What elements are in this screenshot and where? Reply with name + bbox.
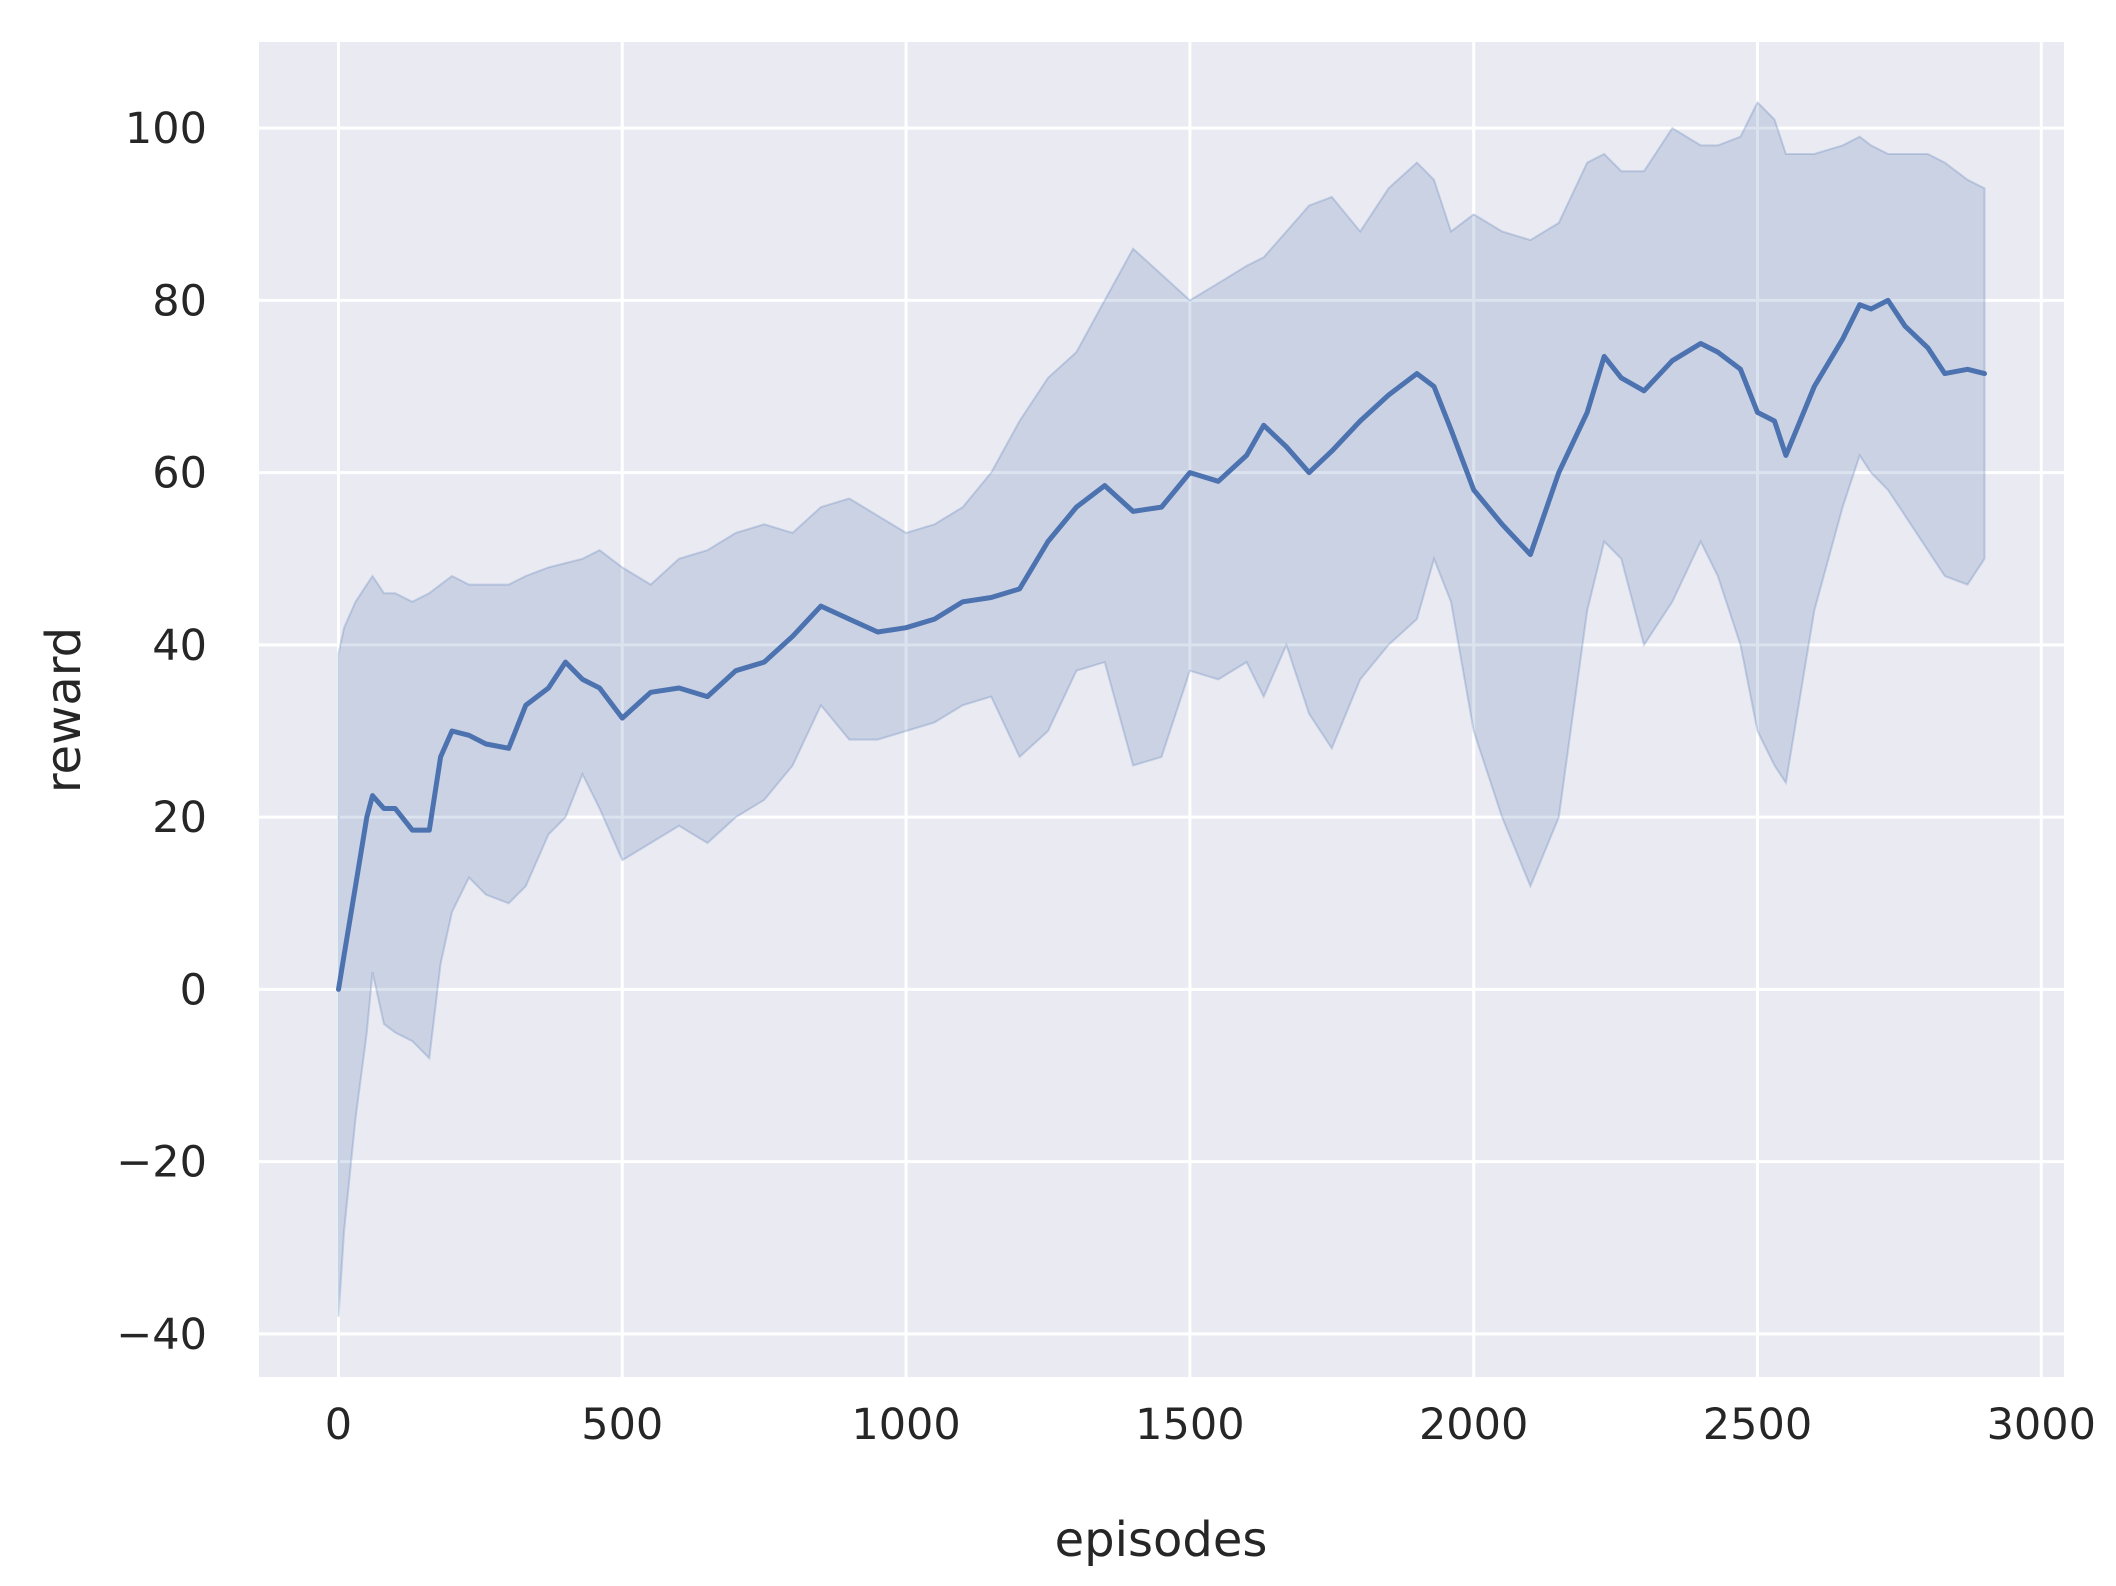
y-tick-label: −20 [116,1138,207,1188]
mean-reward-line [336,297,1987,992]
x-axis-label: episodes [1055,1512,1268,1568]
series-layer [336,100,1987,1317]
y-tick-label: −40 [116,1310,207,1360]
confidence-band [337,100,1986,1317]
tick-labels: 0 500 1000 1500 2000 2500 3000 −40 −20 0 20 40 60 80 1… [116,104,2096,1450]
y-tick-label: 0 [180,965,207,1015]
x-tick-label: 1000 [851,1400,960,1450]
y-tick-label: 80 [152,276,207,326]
x-tick-label: 0 [325,1400,352,1450]
y-tick-label: 40 [152,621,207,671]
x-tick-label: 2000 [1419,1400,1528,1450]
x-tick-label: 3000 [1987,1400,2096,1450]
x-tick-label: 1500 [1135,1400,1244,1450]
plot-background [259,42,2064,1377]
x-tick-label: 2500 [1703,1400,1812,1450]
y-tick-label: 20 [152,793,207,843]
y-axis-label: reward [36,627,92,793]
y-tick-label: 60 [152,449,207,499]
grid-lines [259,42,2064,1377]
y-tick-label: 100 [125,104,207,154]
x-tick-label: 500 [581,1400,663,1450]
